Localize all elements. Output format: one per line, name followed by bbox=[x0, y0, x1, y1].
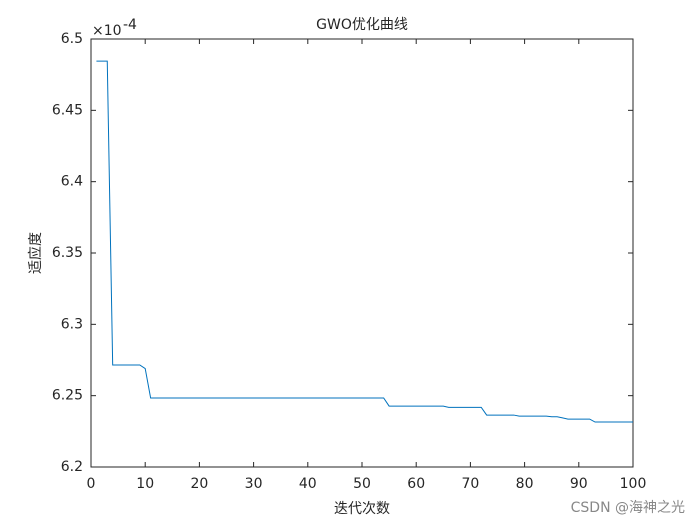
x-tick-label: 30 bbox=[245, 476, 263, 492]
y-tick-label: 6.5 bbox=[61, 31, 83, 47]
y-tick-label: 6.45 bbox=[52, 102, 83, 118]
x-axis-label: 迭代次数 bbox=[334, 501, 390, 517]
x-tick-label: 70 bbox=[461, 476, 479, 492]
x-tick-label: 0 bbox=[87, 476, 96, 492]
y-tick-label: 6.2 bbox=[61, 459, 83, 475]
y-exponent-base: ×10 bbox=[92, 23, 122, 39]
x-tick-label: 50 bbox=[353, 476, 371, 492]
line-series bbox=[96, 60, 633, 423]
x-tick-label: 80 bbox=[516, 476, 534, 492]
chart-title: GWO优化曲线 bbox=[316, 17, 408, 33]
x-tick-label: 20 bbox=[190, 476, 208, 492]
x-tick-label: 90 bbox=[570, 476, 588, 492]
plot-box bbox=[90, 38, 634, 468]
y-tick-label: 6.25 bbox=[52, 388, 83, 404]
y-tick-label: 6.35 bbox=[52, 245, 83, 261]
y-tick-label: 6.4 bbox=[61, 174, 83, 190]
x-tick-label: 100 bbox=[620, 476, 647, 492]
y-exponent-power: -4 bbox=[123, 17, 137, 33]
watermark: CSDN @海神之光 bbox=[571, 500, 685, 516]
x-tick-label: 40 bbox=[299, 476, 317, 492]
x-tick-label: 10 bbox=[136, 476, 154, 492]
y-axis-label: 适应度 bbox=[27, 232, 44, 274]
y-tick-label: 6.3 bbox=[61, 316, 83, 332]
x-tick-label: 60 bbox=[407, 476, 425, 492]
